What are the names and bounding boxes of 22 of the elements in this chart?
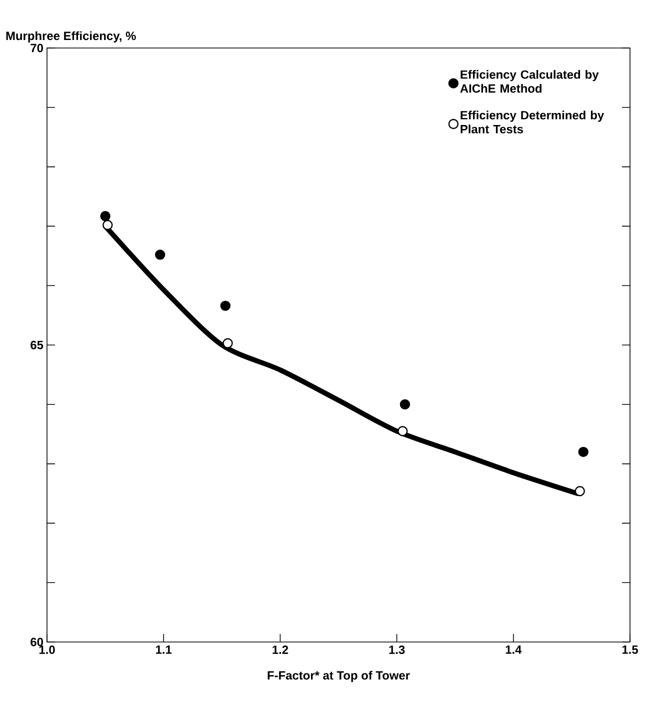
y-axis-title: Murphree Efficiency, %	[6, 31, 136, 42]
point	[220, 300, 230, 311]
x-tick-label: 1.5	[622, 646, 638, 654]
point	[222, 338, 233, 348]
legend-label: Efficiency Determined by Plant Tests	[460, 110, 604, 134]
x-tick-label: 1.4	[506, 646, 522, 654]
x-tick-label: 1.1	[156, 646, 172, 654]
x-tick-label: 1.2	[272, 646, 288, 654]
x-axis-title: F-Factor* at Top of Tower	[268, 670, 410, 682]
y-tick-label: 60	[30, 638, 43, 646]
y-tick-label: 70	[30, 44, 43, 52]
point	[578, 446, 588, 458]
x-tick-label: 1.3	[389, 646, 405, 654]
point	[100, 211, 110, 222]
point	[102, 220, 113, 230]
point	[400, 399, 410, 410]
x-tick-label: 1.0	[39, 646, 55, 654]
point	[574, 486, 585, 496]
y-tick-label: 65	[30, 340, 44, 350]
point	[155, 250, 166, 260]
point	[398, 426, 408, 436]
legend-label: Efficiency Calculated by AIChE Method	[460, 70, 599, 93]
